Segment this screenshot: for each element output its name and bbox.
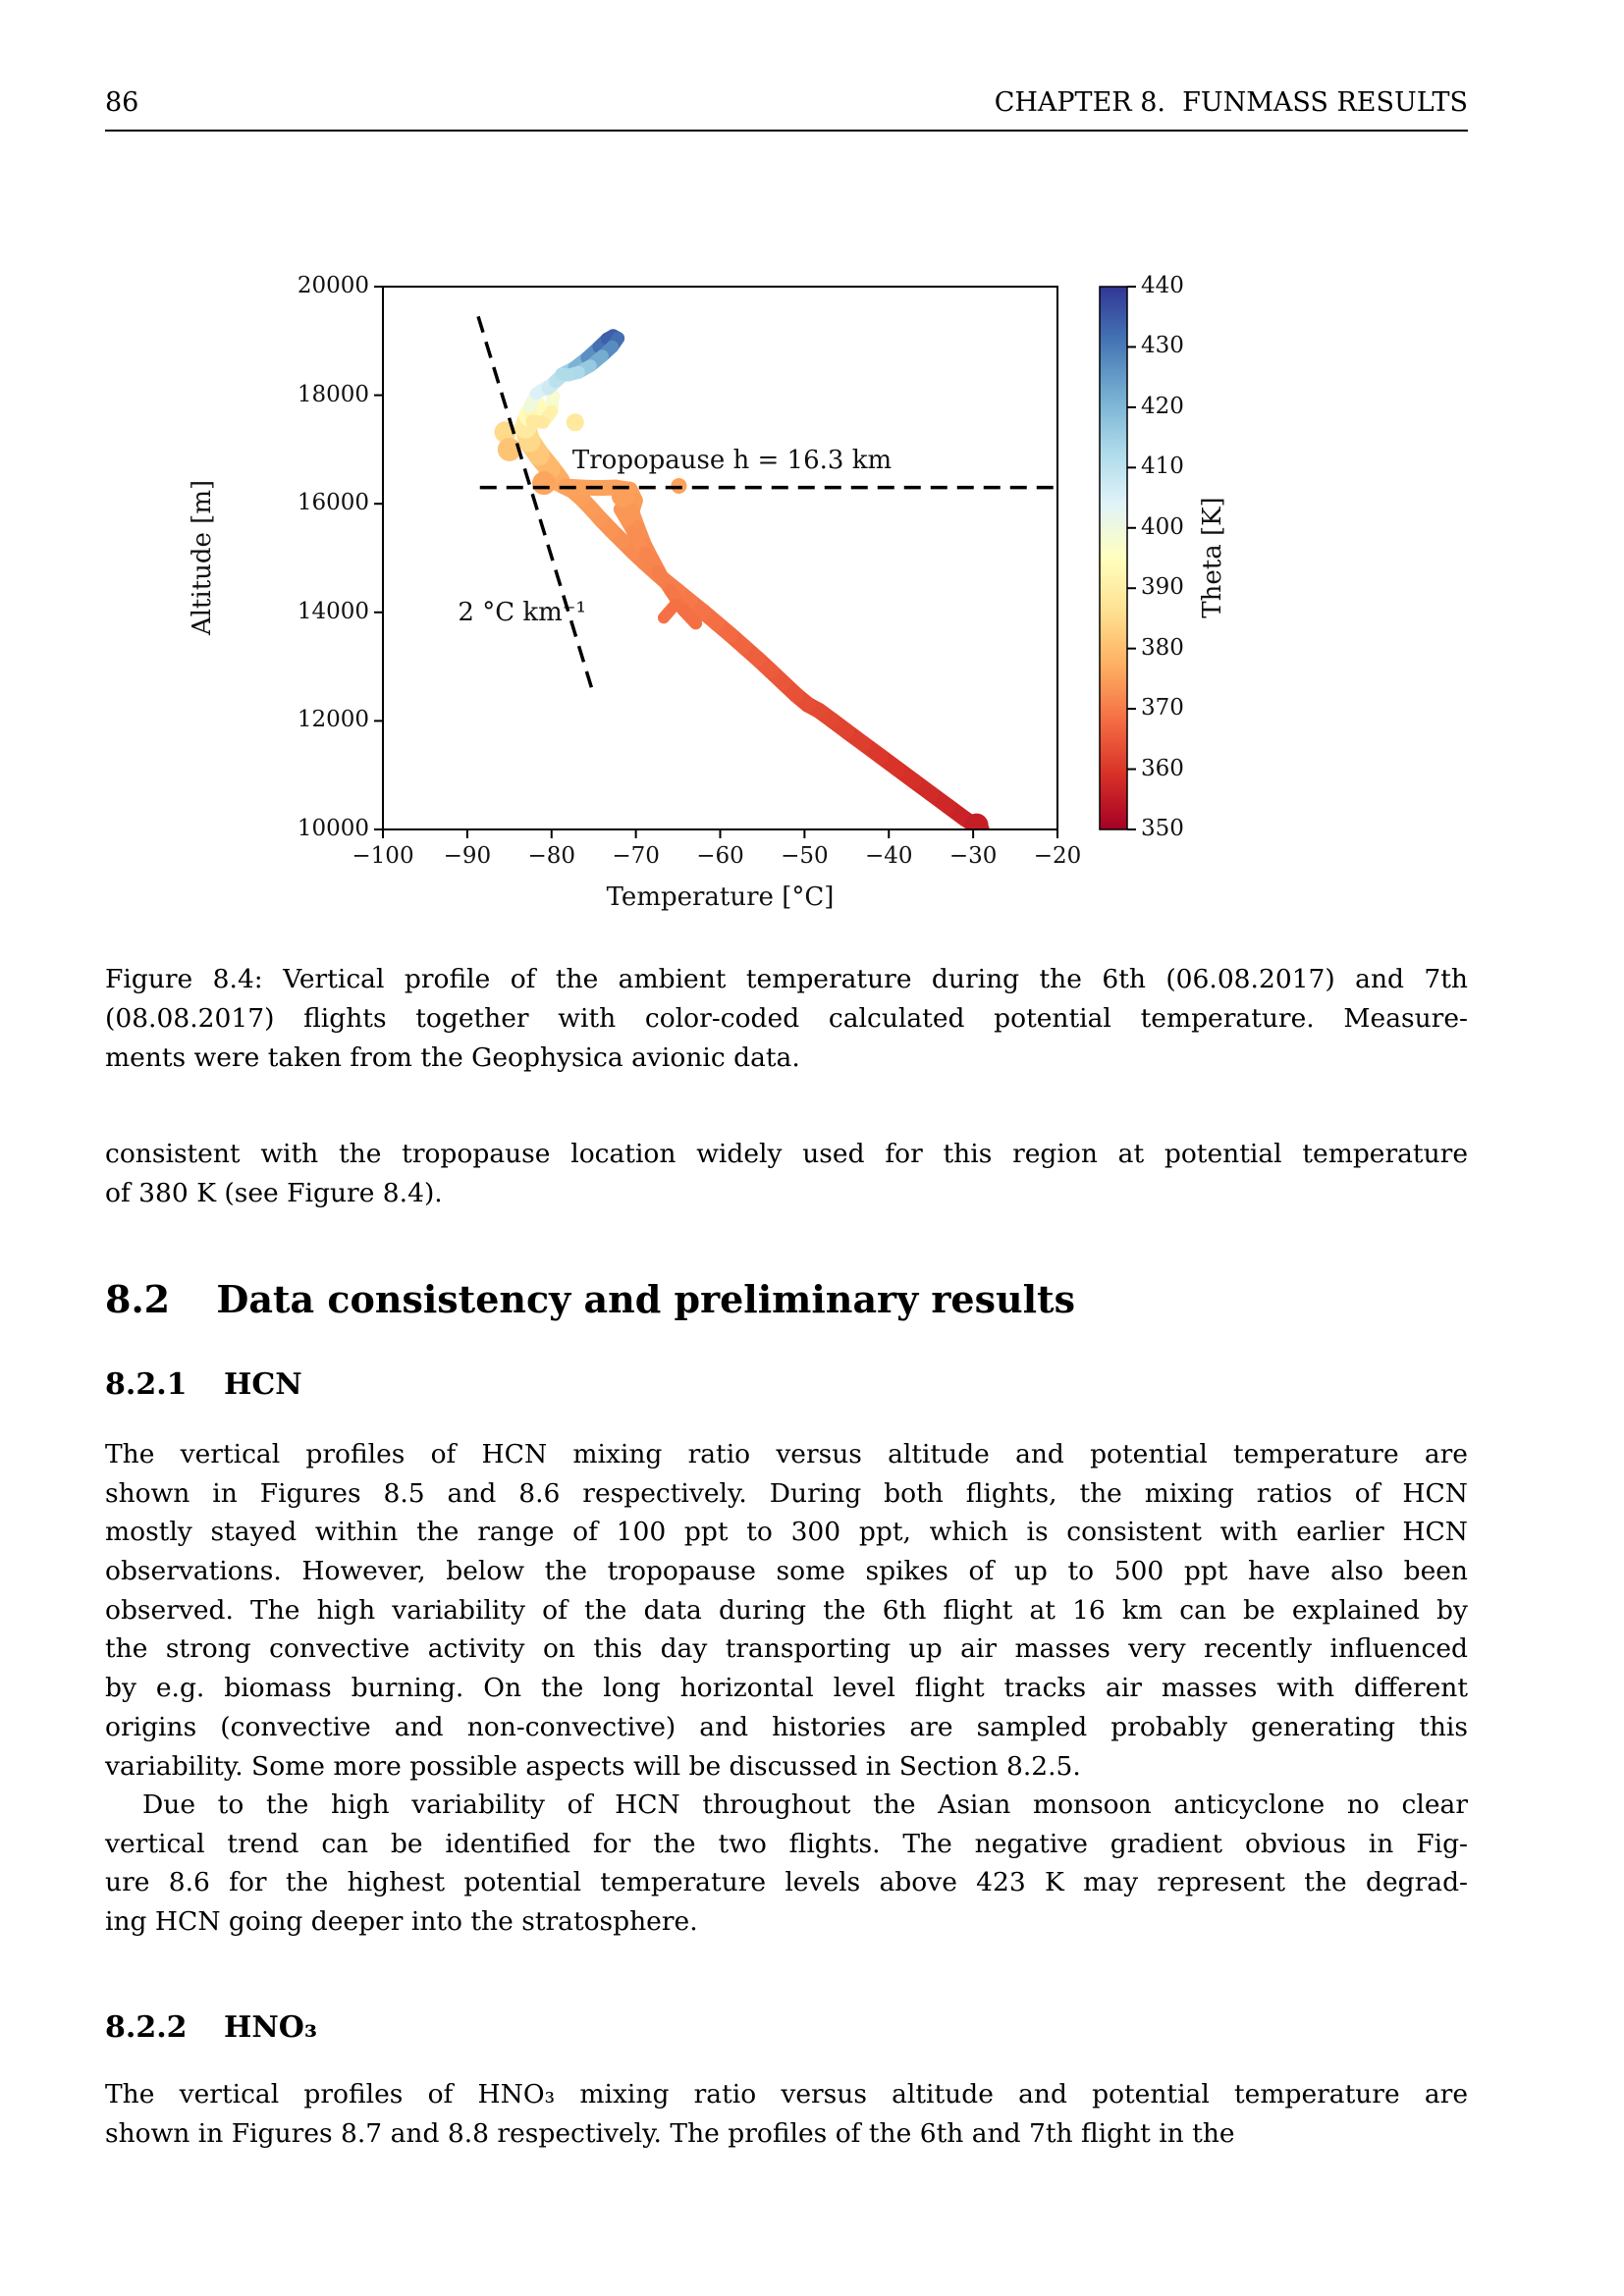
tropopause-annotation: Tropopause h = 16.3 km: [571, 445, 893, 475]
colorbar-tick-label: 440: [1141, 273, 1184, 298]
text-line: origins (convective and non-convective) …: [105, 1711, 1468, 1742]
colorbar-tick-label: 430: [1141, 333, 1184, 359]
x-tick-label: −50: [781, 843, 829, 869]
text-line: shown in Figures 8.7 and 8.8 respectivel…: [105, 2117, 1235, 2149]
y-axis-label: Altitude [m]: [188, 479, 217, 635]
y-tick-label: 10000: [297, 816, 369, 841]
text-line: variability. Some more possible aspects …: [105, 1750, 1081, 1782]
y-tick-label: 16000: [297, 490, 369, 516]
x-tick-label: −100: [352, 843, 414, 869]
y-tick-label: 12000: [297, 707, 369, 733]
colorbar-tick-label: 360: [1141, 755, 1184, 781]
text-line: by e.g. biomass burning. On the long hor…: [105, 1673, 1468, 1704]
chart-canvas: [177, 267, 1316, 934]
text-line: mostly stayed within the range of 100 pp…: [105, 1517, 1468, 1548]
text-line: observations. However, below the tropopa…: [105, 1556, 1468, 1587]
text-line: consistent with the tropopause location …: [105, 1139, 1468, 1169]
lapse-rate-annotation: 2 °C km⁻¹: [458, 598, 586, 628]
colorbar-tick-label: 400: [1141, 513, 1184, 540]
x-tick-label: −20: [1033, 843, 1082, 869]
chart-labels: −100 −90 −80 −70 −60 −50 −40 −30 −20 10000 12000 14…: [177, 267, 1316, 934]
colorbar-tick-label: 370: [1141, 695, 1184, 721]
section-heading-8-2: 8.2 Data consistency and preliminary res…: [105, 1276, 1075, 1323]
x-tick-label: −60: [696, 843, 744, 869]
x-tick-label: −30: [948, 843, 998, 869]
colorbar-tick-label: 420: [1141, 393, 1184, 419]
figure-caption: Figure 8.4: Vertical profile of the ambi…: [105, 960, 1468, 1078]
text-line: (08.08.2017) flights together with color…: [105, 1003, 1468, 1034]
text-line: the strong convective activity on this d…: [105, 1633, 1468, 1665]
text-line: vertical trend can be identified for the…: [105, 1828, 1468, 1859]
y-tick-label: 20000: [297, 273, 369, 298]
x-axis-label: Temperature [°C]: [606, 882, 835, 912]
subsection-heading-8-2-2: 8.2.2 HNO₃: [105, 2009, 317, 2047]
colorbar-tick-label: 410: [1141, 454, 1184, 480]
text-line: ure 8.6 for the highest potential temper…: [105, 1867, 1468, 1898]
x-tick-label: −80: [527, 843, 576, 869]
text-line: of 380 K (see Figure 8.4).: [105, 1177, 443, 1208]
paragraph-hcn-2: Due to the high variability of HCN throu…: [105, 1786, 1468, 1942]
paragraph-hcn-1: The vertical profiles of HCN mixing rati…: [105, 1435, 1468, 1786]
subsection-title: HCN: [223, 1367, 302, 1402]
subsection-number: 8.2.1: [105, 1367, 188, 1402]
page-header: 86 CHAPTER 8. FUNMASS RESULTS: [105, 88, 1468, 132]
page-number: 86: [105, 87, 139, 118]
text-line: observed. The high variability of the da…: [105, 1594, 1468, 1626]
colorbar-label: Theta [K]: [1198, 496, 1227, 618]
subsection-title: HNO₃: [223, 2010, 318, 2045]
colorbar-tick-label: 350: [1141, 816, 1184, 841]
colorbar-tick-label: 390: [1141, 574, 1184, 601]
subsection-heading-8-2-1: 8.2.1 HCN: [105, 1366, 302, 1404]
y-tick-label: 14000: [297, 598, 369, 624]
text-line: shown in Figures 8.5 and 8.6 respectivel…: [105, 1477, 1468, 1509]
y-tick-label: 18000: [297, 381, 369, 407]
text-line: The vertical profiles of HNO₃ mixing rat…: [105, 2079, 1468, 2109]
figure-8-4-chart: −100 −90 −80 −70 −60 −50 −40 −30 −20 10000 12000 14…: [177, 267, 1316, 934]
x-tick-label: −90: [443, 843, 492, 869]
x-tick-label: −70: [612, 843, 660, 869]
text-line: Due to the high variability of HCN throu…: [142, 1789, 1468, 1820]
text-line: ing HCN going deeper into the stratosphe…: [105, 1906, 698, 1938]
x-tick-label: −40: [864, 843, 913, 869]
colorbar-tick-label: 380: [1141, 634, 1184, 661]
section-number: 8.2: [105, 1277, 171, 1321]
text-line: ments were taken from the Geophysica avi…: [105, 1042, 800, 1073]
paragraph-intro: consistent with the tropopause location …: [105, 1135, 1468, 1212]
text-line: The vertical profiles of HCN mixing rati…: [105, 1439, 1468, 1469]
section-title: Data consistency and preliminary results: [216, 1277, 1075, 1321]
chapter-title: CHAPTER 8. FUNMASS RESULTS: [994, 87, 1468, 118]
subsection-number: 8.2.2: [105, 2010, 188, 2045]
paragraph-hno3-1: The vertical profiles of HNO₃ mixing rat…: [105, 2075, 1468, 2153]
text-line: Figure 8.4: Vertical profile of the ambi…: [105, 964, 1468, 994]
